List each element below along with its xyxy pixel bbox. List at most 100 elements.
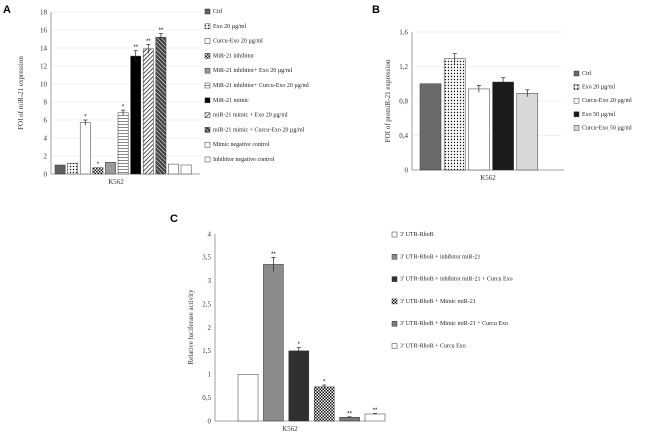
bar-9 bbox=[155, 36, 167, 175]
legend-label: MiR-21 inhibitor+ Exo 20 µg/ml bbox=[213, 68, 293, 74]
legend-label: 3' UTR-RhoB + inhibitor miR-21 + Curcu E… bbox=[400, 277, 513, 283]
panel-b: B 0 0,4 0,8 1,2 1,6 FOI of premiR-21 express… bbox=[372, 4, 632, 182]
y-tick-label: 2 bbox=[44, 152, 48, 160]
panel-b-legend: Ctrl Exo 20 µg/ml Curcu-Exo 20 µg/ml Exo 50… bbox=[573, 70, 632, 131]
bar-4 bbox=[492, 81, 514, 171]
panel-b-yticks: 0 0,4 0,8 1,2 1,6 bbox=[399, 28, 408, 174]
legend-label: Ctrl bbox=[582, 71, 592, 77]
y-tick-label: 4 bbox=[208, 230, 212, 238]
y-tick-label: 2 bbox=[208, 324, 212, 332]
y-tick-label: 4 bbox=[44, 134, 48, 142]
significance-mark: * bbox=[97, 162, 100, 168]
legend-swatch bbox=[573, 97, 580, 104]
panel-a-xlabel: K562 bbox=[108, 178, 124, 186]
legend-swatch bbox=[573, 84, 580, 90]
bar-4 bbox=[92, 167, 104, 175]
legend-swatch bbox=[391, 231, 398, 238]
significance-mark: ** bbox=[159, 28, 164, 34]
legend-swatch bbox=[204, 8, 211, 15]
legend-swatch bbox=[204, 156, 211, 163]
legend-swatch bbox=[573, 111, 580, 118]
panel-b-label: B bbox=[372, 4, 380, 16]
panel-c-bars: ******** bbox=[237, 252, 386, 422]
bar-1 bbox=[419, 83, 442, 171]
legend-label: 3' UTR-RhoB + inhibitor miR-21 bbox=[400, 254, 480, 260]
legend-swatch bbox=[204, 23, 211, 30]
bar-11 bbox=[180, 164, 192, 175]
panel-a-bars: ********* bbox=[54, 28, 192, 175]
bar-3 bbox=[288, 350, 310, 422]
y-tick-label: 8 bbox=[44, 98, 48, 106]
y-tick-label: 3 bbox=[208, 277, 212, 285]
bar-10 bbox=[168, 163, 179, 175]
legend-swatch bbox=[204, 127, 211, 133]
legend-label: 3' UTR-RhoB bbox=[400, 232, 434, 238]
y-tick-label: 14 bbox=[40, 44, 48, 52]
significance-mark: * bbox=[298, 342, 301, 348]
y-tick-label: 3,5 bbox=[202, 254, 211, 262]
y-tick-label: 10 bbox=[40, 80, 48, 88]
panel-b-xlabel: K562 bbox=[480, 174, 496, 182]
legend-label: Exo 20 µg/ml bbox=[213, 24, 246, 30]
legend-label: 3' UTR-RhoB + Mimic miR-21 bbox=[400, 299, 476, 305]
y-tick-label: 1,5 bbox=[202, 347, 211, 355]
legend-label: miR-21 mimic + Curcu-Exo 20 µg/ml bbox=[213, 127, 305, 133]
legend-swatch bbox=[391, 343, 398, 349]
bar-3 bbox=[468, 88, 490, 171]
panel-b-ylabel: FOI of premiR-21 expression bbox=[384, 59, 392, 142]
bar-1 bbox=[54, 164, 66, 175]
bar-3 bbox=[79, 122, 91, 175]
legend-swatch bbox=[204, 82, 211, 89]
bar-8 bbox=[142, 48, 154, 175]
y-tick-label: 18 bbox=[40, 8, 48, 16]
significance-mark: ** bbox=[373, 408, 378, 414]
legend-label: 3' UTR-RhoB + Curcu Exo bbox=[400, 344, 466, 350]
panel-c-ylabel: Relative luciferase activity bbox=[187, 289, 195, 365]
panel-a-yticks: 0 2 4 6 8 10 12 14 16 18 bbox=[40, 8, 48, 178]
legend-label: Curcu-Exo 20 µg/ml bbox=[582, 98, 632, 104]
y-tick-label: 0,5 bbox=[202, 394, 211, 402]
bar-2 bbox=[67, 162, 79, 175]
legend-swatch bbox=[573, 70, 580, 77]
significance-mark: ** bbox=[133, 45, 138, 51]
bar-6 bbox=[117, 112, 129, 175]
legend-label: Curcu-Exo 50 µg/ml bbox=[582, 125, 632, 131]
legend-label: MiR-21 inhibitor+ Curcu-Exo 20 µg/ml bbox=[213, 83, 309, 89]
legend-label: Inhibitor negative control bbox=[213, 157, 275, 163]
bar-2 bbox=[263, 264, 284, 422]
legend-label: Exo 20 µg/ml bbox=[582, 85, 615, 91]
legend-label: miR-21 mimic + Exo 20 µg/ml bbox=[213, 113, 288, 119]
legend-label: MiR-21 mimic bbox=[213, 98, 249, 104]
legend-label: MiR-21 inhibitor bbox=[213, 53, 254, 59]
panel-a-legend: Ctrl Exo 20 µg/ml Curcu-Exo 20 µg/ml MiR-21… bbox=[204, 8, 309, 163]
legend-swatch bbox=[204, 112, 211, 118]
bar-7 bbox=[130, 55, 142, 175]
bar-5 bbox=[516, 92, 539, 171]
y-tick-label: 6 bbox=[44, 116, 48, 124]
bar-4 bbox=[313, 386, 335, 422]
panel-a-label: A bbox=[3, 4, 11, 16]
significance-mark: * bbox=[84, 115, 87, 121]
panel-a-grid bbox=[51, 11, 201, 157]
legend-label: Mimic negative control bbox=[213, 142, 270, 148]
legend-swatch bbox=[204, 97, 211, 104]
legend-swatch bbox=[391, 276, 398, 282]
legend-swatch bbox=[204, 67, 211, 74]
significance-mark: ** bbox=[146, 39, 151, 45]
legend-swatch bbox=[391, 298, 398, 305]
y-tick-label: 2,5 bbox=[202, 300, 211, 308]
y-tick-label: 0 bbox=[208, 417, 212, 425]
bar-6 bbox=[364, 413, 386, 422]
panel-a-ylabel: FOI of miR-21 expression bbox=[17, 56, 25, 130]
bar-5 bbox=[105, 162, 116, 175]
bar-2 bbox=[443, 58, 466, 171]
legend-swatch bbox=[204, 53, 211, 59]
y-tick-label: 0,4 bbox=[399, 132, 408, 140]
y-tick-label: 1,6 bbox=[399, 28, 408, 36]
bar-5 bbox=[339, 417, 360, 422]
y-tick-label: 1,2 bbox=[399, 63, 408, 71]
legend-label: Curcu-Exo 20 µg/ml bbox=[213, 39, 263, 45]
legend-swatch bbox=[204, 38, 211, 44]
